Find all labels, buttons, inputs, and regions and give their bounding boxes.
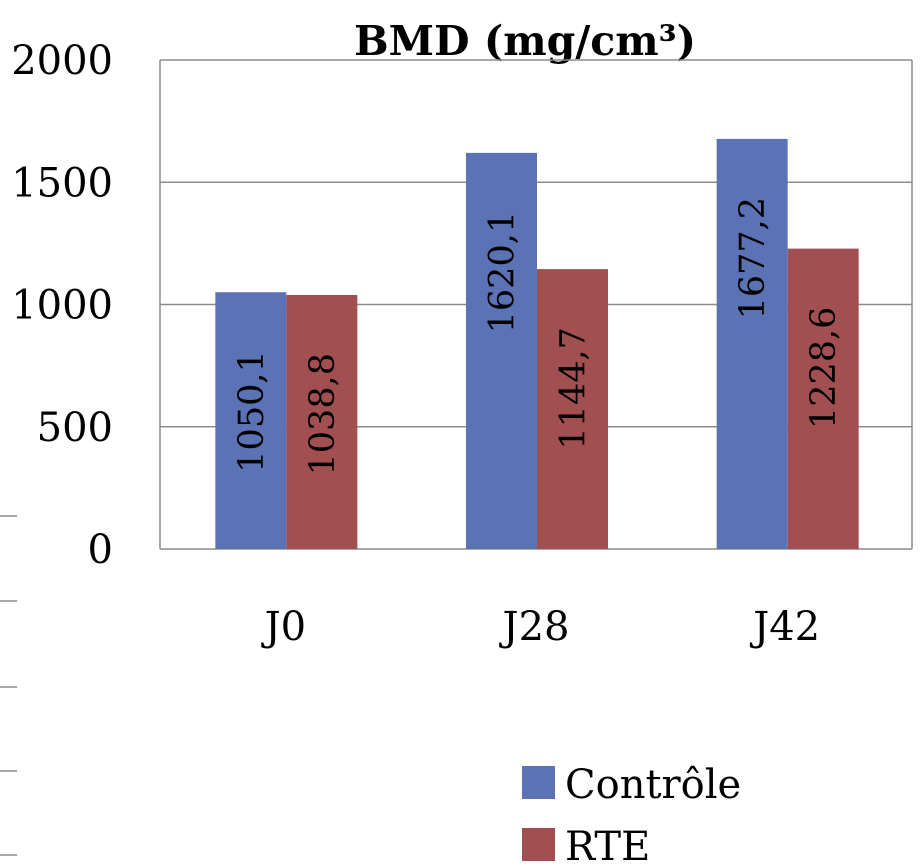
y-tick-label: 1000: [11, 283, 113, 329]
y-axis-tick-labels: 0 500 1000 1500 2000: [11, 38, 113, 573]
bar-data-label: 1228,6: [804, 307, 844, 429]
y-tick-label: 2000: [11, 38, 113, 84]
x-category-label: J0: [261, 604, 306, 650]
y-tick-label: 1500: [11, 160, 113, 206]
y-tick-label: 500: [37, 405, 113, 451]
x-category-label: J28: [499, 604, 570, 650]
left-edge-marks: [0, 515, 17, 856]
bars: 1050,1 1038,8 1620,1 1144,7 1677,2 1228,6: [215, 138, 859, 549]
bar-rte: [537, 269, 608, 549]
bar-data-label: 1038,8: [303, 353, 343, 475]
bar-data-label: 1620,1: [483, 211, 523, 333]
bar-data-label: 1050,1: [232, 350, 272, 472]
bar-data-label: 1677,2: [733, 197, 773, 319]
x-axis-category-labels: J0 J28 J42: [261, 604, 821, 650]
legend-swatch: [522, 766, 555, 799]
legend-swatch: [522, 828, 555, 861]
chart-title: BMD (mg/cm³): [354, 17, 696, 65]
y-tick-label: 0: [88, 527, 113, 573]
bar-controle: [716, 138, 788, 549]
bar-data-label: 1144,7: [554, 327, 594, 449]
legend: Contrôle RTE: [522, 762, 741, 866]
bar-controle: [215, 292, 287, 549]
legend-label: RTE: [565, 824, 650, 866]
bar-rte: [286, 295, 358, 549]
legend-label: Contrôle: [565, 762, 741, 808]
bar-rte: [787, 248, 859, 549]
bar-controle: [466, 152, 537, 549]
x-category-label: J42: [749, 604, 820, 650]
